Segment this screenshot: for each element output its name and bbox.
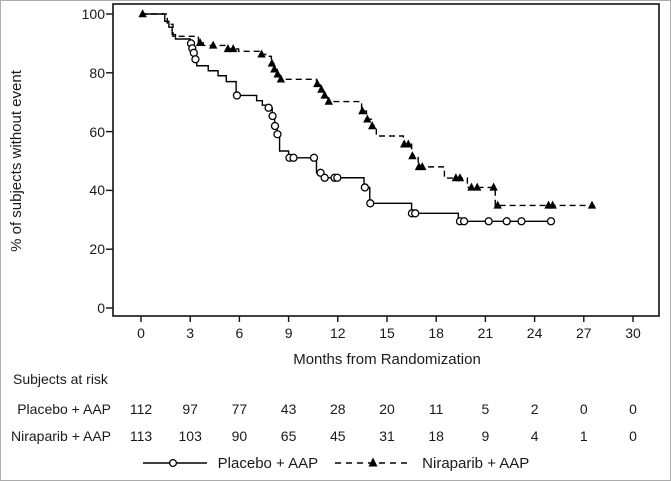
plot-legend: Placebo + AAP Niraparib + AAP <box>1 453 670 473</box>
censor-triangle-marker <box>368 121 377 130</box>
censor-triangle-marker <box>195 38 205 47</box>
censor-triangle-marker <box>587 200 597 209</box>
x-tick-label: 9 <box>284 325 293 341</box>
risk-count: 0 <box>629 428 637 444</box>
risk-count: 9 <box>481 428 490 444</box>
censor-circle-marker <box>459 217 469 226</box>
x-tick-label: 21 <box>477 325 494 341</box>
risk-row-label-niraparib: Niraparib + AAP <box>11 428 111 444</box>
censor-triangle-marker <box>363 114 372 123</box>
censor-circle-marker <box>270 121 280 131</box>
risk-count: 18 <box>428 428 444 444</box>
y-axis-title: % of subjects without event <box>8 70 25 252</box>
legend-label-placebo: Placebo + AAP <box>217 454 319 472</box>
censor-triangle-marker <box>273 69 282 78</box>
y-tick-label: 80 <box>89 64 105 81</box>
x-tick-label: 15 <box>379 325 395 341</box>
censor-circle-marker <box>333 173 342 182</box>
risk-count: 97 <box>182 401 198 417</box>
dashed-line-triangle-icon <box>335 457 412 467</box>
x-tick-label: 24 <box>526 325 543 341</box>
censor-circle-marker <box>309 153 319 162</box>
risk-count: 0 <box>579 401 588 417</box>
x-tick-label: 6 <box>235 325 244 341</box>
risk-count: 112 <box>129 401 153 417</box>
risk-count: 28 <box>330 401 346 417</box>
y-tick-label: 40 <box>89 182 105 199</box>
risk-count: 90 <box>231 428 248 444</box>
censor-triangle-marker <box>358 106 367 115</box>
censor-triangle-marker <box>276 74 286 83</box>
censor-circle-marker <box>273 130 282 139</box>
censor-circle-marker <box>366 199 375 208</box>
censor-circle-marker <box>289 153 298 162</box>
censor-triangle-marker <box>317 84 326 93</box>
risk-count: 11 <box>428 401 444 417</box>
y-tick-label: 100 <box>81 6 105 22</box>
censor-circle-marker <box>264 103 273 112</box>
censor-circle-marker <box>232 91 242 100</box>
y-tick-label: 20 <box>89 241 105 258</box>
risk-count: 4 <box>530 428 539 444</box>
risk-count: 43 <box>280 401 297 417</box>
censor-triangle-marker <box>324 96 333 105</box>
censor-triangle-marker <box>257 49 266 58</box>
survival-curve-niraparib <box>141 13 595 207</box>
x-tick-label: 30 <box>625 325 641 341</box>
x-axis-title: Months from Randomization <box>293 351 481 368</box>
censor-triangle-marker <box>208 40 218 49</box>
risk-count: 103 <box>178 428 202 444</box>
x-tick-label: 27 <box>576 325 592 341</box>
risk-table-title: Subjects at risk <box>13 371 108 387</box>
censor-triangle-marker <box>493 200 502 209</box>
censor-triangle-marker <box>467 182 476 191</box>
solid-line-circle-icon <box>142 458 207 468</box>
legend-item-niraparib: Niraparib + AAP <box>334 455 529 472</box>
risk-count: 77 <box>231 401 248 417</box>
risk-count: 1 <box>579 428 588 444</box>
censor-triangle-marker <box>455 173 465 182</box>
censor-circle-marker <box>546 217 556 226</box>
censor-triangle-marker <box>404 139 413 148</box>
censor-triangle-marker <box>138 9 147 18</box>
censor-circle-marker <box>268 111 277 121</box>
censor-triangle-marker <box>473 182 482 191</box>
risk-count: 65 <box>280 428 297 444</box>
censor-triangle-marker <box>228 44 238 53</box>
censor-triangle-marker <box>270 64 279 73</box>
x-tick-label: 3 <box>186 325 195 341</box>
legend-item-placebo: Placebo + AAP <box>142 454 319 472</box>
y-tick-label: 60 <box>89 123 105 140</box>
risk-row-label-placebo: Placebo + AAP <box>17 401 111 417</box>
censor-circle-marker <box>502 217 511 226</box>
risk-count: 5 <box>481 401 490 417</box>
risk-count: 113 <box>129 428 153 444</box>
risk-count: 20 <box>379 401 395 417</box>
x-tick-label: 0 <box>137 325 145 341</box>
km-plot-canvas <box>106 3 660 322</box>
x-tick-label: 12 <box>330 325 346 341</box>
censor-circle-marker <box>360 183 370 192</box>
censor-triangle-marker <box>267 58 277 67</box>
y-tick-label: 0 <box>97 300 105 316</box>
censor-triangle-marker <box>408 151 417 160</box>
censor-circle-marker <box>484 217 493 226</box>
plot-border <box>112 3 660 317</box>
x-tick-label: 18 <box>428 325 444 341</box>
censor-circle-marker <box>191 55 200 64</box>
censor-circle-marker <box>411 209 420 218</box>
censor-triangle-marker <box>418 162 427 171</box>
censor-triangle-marker <box>548 200 557 209</box>
censor-triangle-marker <box>313 79 322 88</box>
censor-triangle-marker <box>489 182 498 191</box>
censor-circle-marker <box>517 217 526 226</box>
risk-count: 0 <box>629 401 637 417</box>
censor-circle-marker <box>320 173 329 182</box>
risk-count: 2 <box>530 401 539 417</box>
risk-count: 45 <box>330 428 346 444</box>
risk-count: 31 <box>379 428 395 444</box>
legend-label-niraparib: Niraparib + AAP <box>422 454 530 472</box>
censor-triangle-marker <box>320 90 329 99</box>
